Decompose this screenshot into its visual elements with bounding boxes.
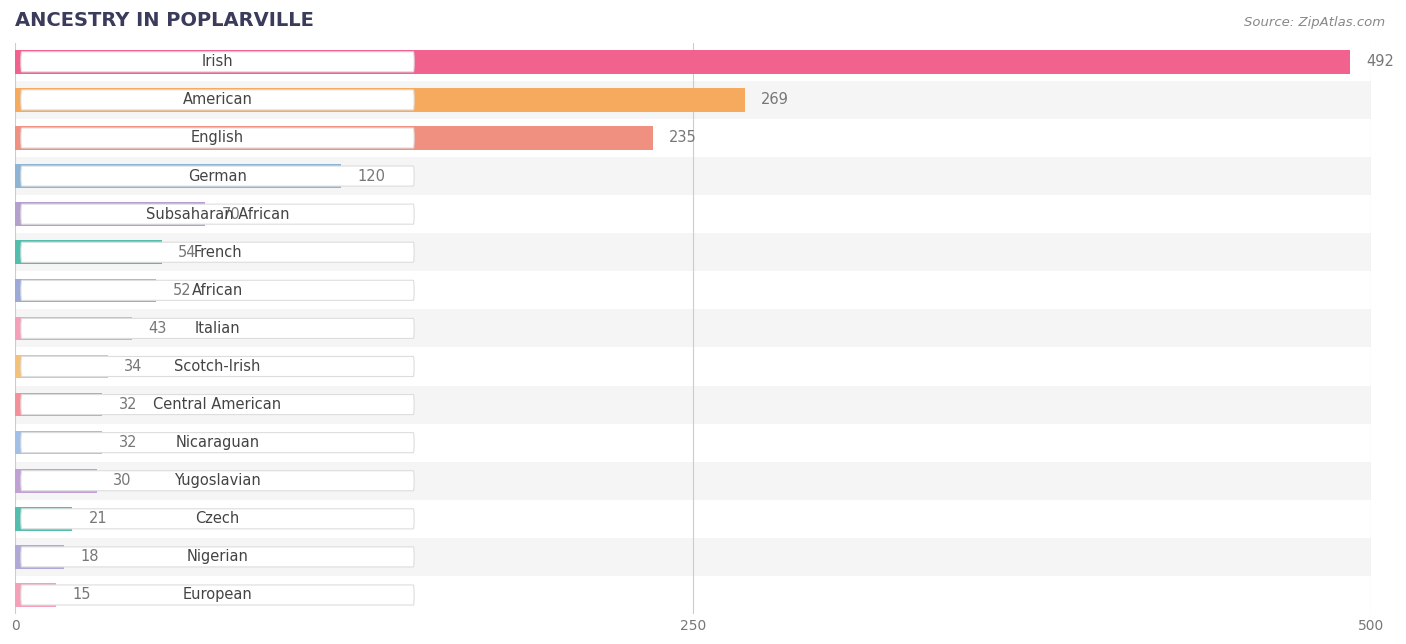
Bar <box>15 81 1371 119</box>
Text: Irish: Irish <box>201 54 233 70</box>
Bar <box>15 240 162 264</box>
Bar <box>15 462 1371 500</box>
FancyBboxPatch shape <box>21 90 415 110</box>
Text: French: French <box>193 245 242 260</box>
Text: Czech: Czech <box>195 511 239 526</box>
Text: 21: 21 <box>89 511 107 526</box>
Bar <box>15 355 108 378</box>
Bar <box>15 576 1371 614</box>
FancyBboxPatch shape <box>21 585 415 605</box>
FancyBboxPatch shape <box>21 204 415 224</box>
Text: English: English <box>191 131 245 146</box>
FancyBboxPatch shape <box>21 242 415 262</box>
Text: 54: 54 <box>179 245 197 260</box>
Text: American: American <box>183 92 253 108</box>
Bar <box>15 431 103 455</box>
Text: European: European <box>183 587 253 603</box>
Bar <box>15 393 103 417</box>
Bar <box>15 309 1371 348</box>
Text: 34: 34 <box>124 359 142 374</box>
Text: Scotch-Irish: Scotch-Irish <box>174 359 260 374</box>
FancyBboxPatch shape <box>21 356 415 377</box>
Bar <box>15 583 56 607</box>
Text: German: German <box>188 169 247 184</box>
Bar <box>15 424 1371 462</box>
FancyBboxPatch shape <box>21 509 415 529</box>
Bar <box>15 50 1350 73</box>
FancyBboxPatch shape <box>21 471 415 491</box>
Text: Central American: Central American <box>153 397 281 412</box>
Bar <box>15 271 1371 309</box>
FancyBboxPatch shape <box>21 128 415 148</box>
Bar <box>15 233 1371 271</box>
Bar <box>15 88 745 111</box>
FancyBboxPatch shape <box>21 433 415 453</box>
Bar <box>15 317 132 340</box>
Text: 18: 18 <box>80 549 98 564</box>
Bar <box>15 202 205 226</box>
Text: 30: 30 <box>112 473 132 488</box>
Bar <box>15 119 1371 157</box>
Text: African: African <box>191 283 243 298</box>
Text: 492: 492 <box>1367 54 1393 70</box>
Bar <box>15 545 65 569</box>
FancyBboxPatch shape <box>21 280 415 300</box>
Text: ANCESTRY IN POPLARVILLE: ANCESTRY IN POPLARVILLE <box>15 11 315 30</box>
FancyBboxPatch shape <box>21 395 415 415</box>
Text: 43: 43 <box>149 321 167 336</box>
Text: 235: 235 <box>669 131 697 146</box>
Bar <box>15 126 652 150</box>
Bar <box>15 500 1371 538</box>
Text: 120: 120 <box>357 169 385 184</box>
Text: Nigerian: Nigerian <box>187 549 249 564</box>
Text: Italian: Italian <box>194 321 240 336</box>
Bar <box>15 469 97 493</box>
FancyBboxPatch shape <box>21 52 415 72</box>
Bar <box>15 386 1371 424</box>
Bar <box>15 164 340 188</box>
Text: 15: 15 <box>73 587 91 603</box>
Text: 32: 32 <box>118 435 136 450</box>
Text: Subsaharan African: Subsaharan African <box>146 207 290 222</box>
FancyBboxPatch shape <box>21 547 415 567</box>
Bar <box>15 157 1371 195</box>
Text: 52: 52 <box>173 283 191 298</box>
Text: Yugoslavian: Yugoslavian <box>174 473 262 488</box>
Text: Source: ZipAtlas.com: Source: ZipAtlas.com <box>1244 16 1385 29</box>
Text: 32: 32 <box>118 397 136 412</box>
Bar <box>15 43 1371 81</box>
Bar <box>15 507 73 531</box>
FancyBboxPatch shape <box>21 318 415 339</box>
Bar <box>15 195 1371 233</box>
Text: 70: 70 <box>222 207 240 222</box>
FancyBboxPatch shape <box>21 166 415 186</box>
Text: 269: 269 <box>761 92 789 108</box>
Bar <box>15 278 156 302</box>
Text: Nicaraguan: Nicaraguan <box>176 435 260 450</box>
Bar <box>15 538 1371 576</box>
Bar <box>15 348 1371 386</box>
